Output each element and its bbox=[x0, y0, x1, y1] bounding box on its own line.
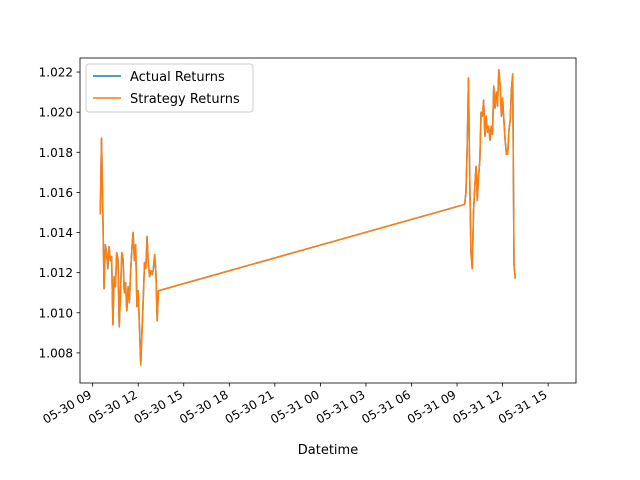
y-tick-label: 1.012 bbox=[39, 266, 73, 280]
y-tick-label: 1.020 bbox=[39, 106, 73, 120]
y-tick-label: 1.010 bbox=[39, 306, 73, 320]
legend-box bbox=[85, 63, 254, 113]
y-tick-label: 1.008 bbox=[39, 346, 73, 360]
legend: Actual Returns Strategy Returns bbox=[85, 63, 254, 113]
y-axis: 1.008 1.010 1.012 1.014 1.016 1.018 1.020 1.022 bbox=[39, 66, 80, 360]
x-axis-label: Datetime bbox=[298, 443, 358, 458]
y-tick-label: 1.018 bbox=[39, 146, 73, 160]
plot-frame bbox=[79, 57, 577, 384]
series-layer bbox=[99, 69, 517, 366]
y-tick-label: 1.016 bbox=[39, 186, 73, 200]
y-tick-label: 1.014 bbox=[39, 226, 73, 240]
legend-label-strategy-returns: Strategy Returns bbox=[130, 92, 240, 107]
series-line-strategy-returns bbox=[99, 69, 517, 366]
legend-label-actual-returns: Actual Returns bbox=[130, 70, 225, 85]
y-tick-label: 1.022 bbox=[39, 66, 73, 80]
